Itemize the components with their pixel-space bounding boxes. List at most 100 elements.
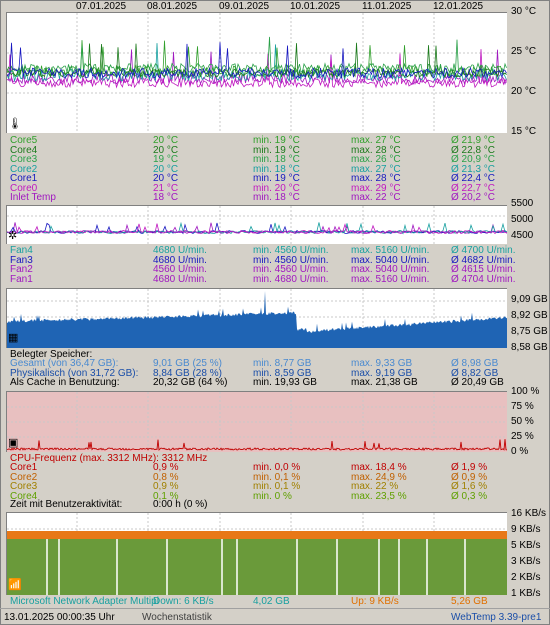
row-max: max. 29 °C	[351, 182, 401, 194]
table-row: Core0 21 °C min. 20 °C max. 29 °C Ø 22,7 °C	[10, 182, 550, 194]
temperature-graph	[6, 12, 507, 133]
table-row: Inlet Temp 18 °C min. 18 °C max. 22 °C Ø 20,…	[10, 193, 550, 203]
net-axis-label: 2 KB/s	[511, 572, 541, 583]
row-max: max. 22 °C	[351, 192, 401, 203]
row-name: Core2	[10, 163, 38, 175]
cpu-series-line	[7, 439, 507, 451]
table-row: Core4 20 °C min. 19 °C max. 28 °C Ø 22,8 °C	[10, 144, 550, 156]
table-row: Core3 0,9 % min. 0,1 % max. 22 % Ø 1,6 %	[10, 482, 550, 492]
row-min: min. 19 °C	[253, 173, 300, 184]
net-axis-label: 3 KB/s	[511, 556, 541, 567]
table-row: Core1 20 °C min. 19 °C max. 28 °C Ø 22,4 °C	[10, 174, 550, 184]
row-max: max. 28 °C	[351, 173, 401, 184]
row-cur: 4680 U/min.	[153, 273, 207, 285]
row-avg: Ø 0,9 %	[451, 471, 488, 483]
row-name: Inlet Temp	[10, 192, 56, 203]
mem-axis-label: 8,58 GB	[511, 342, 548, 353]
date-label: 07.01.2025	[76, 1, 127, 12]
fan-axis-label: 5500	[511, 198, 534, 209]
temp-axis-label: 25 °C	[511, 46, 537, 57]
fan-axis-label: 4500	[511, 230, 534, 241]
row-avg: Ø 4615 U/min.	[451, 264, 516, 275]
row-name: Gesamt (von 36,47 GB):	[10, 358, 119, 369]
cpu-plot	[7, 392, 507, 452]
row-cur: 0,8 %	[153, 471, 179, 483]
row-avg: Ø 22,7 °C	[451, 182, 496, 194]
date-label: 09.01.2025	[219, 1, 270, 12]
row-min: min. 20 °C	[253, 182, 300, 194]
row-avg: Ø 8,98 GB	[451, 358, 499, 369]
row-avg: Ø 20,2 °C	[451, 192, 496, 203]
temp-axis-label: 30 °C	[511, 6, 537, 17]
version-label: WebTemp 3.39-pre1	[451, 612, 542, 623]
row-cur: 8,84 GB (28 %)	[153, 367, 222, 379]
table-row: Core5 20 °C min. 19 °C max. 27 °C Ø 21,9 °C	[10, 136, 550, 146]
row-cur: 20,32 GB (64 %)	[153, 377, 228, 388]
activity-label: Zeit mit Benutzeraktivität:	[10, 499, 123, 510]
row-cur: 21 °C	[153, 182, 179, 194]
row-max: max. 18,4 %	[351, 462, 407, 473]
row-cur: 20 °C	[153, 144, 179, 156]
weekly-stats-link[interactable]: Wochenstatistik	[142, 612, 212, 623]
row-name: Fan2	[10, 264, 33, 275]
row-cur: 20 °C	[153, 135, 179, 146]
row-name: Core4	[10, 490, 38, 502]
row-cur: 4680 U/min.	[153, 245, 207, 256]
date-label: 10.01.2025	[290, 1, 341, 12]
date-header: 07.01.2025 08.01.2025 09.01.2025 10.01.2…	[0, 0, 550, 12]
status-datetime: 13.01.2025 00:00:35 Uhr	[4, 612, 115, 623]
temperature-series-line	[7, 49, 507, 89]
fan-series-line	[7, 222, 507, 235]
row-cur: 20 °C	[153, 163, 179, 175]
memory-area	[7, 291, 507, 348]
row-name: Core1	[10, 462, 38, 473]
temperature-series-line	[7, 42, 507, 80]
row-cur: 0,9 %	[153, 462, 179, 473]
table-row: Core3 19 °C min. 18 °C max. 26 °C Ø 20,9 °C	[10, 155, 550, 165]
cpu-axis-label: 100 %	[511, 386, 540, 397]
row-max: max. 24,9 %	[351, 471, 407, 483]
memory-title: Belegter Speicher:	[10, 349, 93, 360]
row-min: min. 4560 U/min.	[253, 245, 329, 256]
row-min: min. 4680 U/min.	[253, 273, 329, 285]
row-name: Core1	[10, 173, 38, 184]
net-axis-label: 1 KB/s	[511, 588, 541, 599]
date-label: 11.01.2025	[362, 1, 412, 12]
network-icon: 📶	[8, 579, 22, 591]
row-avg: Ø 22,4 °C	[451, 173, 496, 184]
row-name: Core4	[10, 144, 38, 156]
row-min: min. 19 °C	[253, 135, 300, 146]
row-max: max. 26 °C	[351, 154, 401, 165]
table-row: Core2 20 °C min. 18 °C max. 27 °C Ø 21,3 °C	[10, 163, 550, 175]
row-cur: 19 °C	[153, 154, 179, 165]
table-row: Als Cache in Benutzung: 20,32 GB (64 %) mi…	[10, 378, 550, 388]
fan-icon: ✲	[8, 230, 18, 242]
network-plot	[7, 513, 507, 595]
row-name: Core5	[10, 135, 38, 146]
row-avg: Ø 4704 U/min.	[451, 273, 516, 285]
mem-axis-label: 8,75 GB	[511, 326, 548, 337]
row-cur: 20 °C	[153, 173, 179, 184]
cpu-frequency: CPU-Frequenz (max. 3312 MHz): 3312 MHz	[10, 453, 208, 464]
row-min: min. 19,93 GB	[253, 377, 317, 388]
row-max: max. 5040 U/min.	[351, 254, 430, 266]
temperature-plot	[7, 13, 507, 133]
row-max: max. 27 °C	[351, 163, 401, 175]
row-name: Als Cache in Benutzung:	[10, 377, 120, 388]
row-min: min. 18 °C	[253, 192, 300, 203]
temp-axis-label: 20 °C	[511, 86, 537, 97]
row-max: max. 5040 U/min.	[351, 264, 430, 275]
fan-plot	[7, 206, 507, 244]
table-row: Fan2 4560 U/min. min. 4560 U/min. max. 5040…	[10, 265, 550, 275]
table-row: Core1 0,9 % min. 0,0 % max. 18,4 % Ø 1,9 %	[10, 463, 550, 473]
cpu-axis-label: 75 %	[511, 401, 534, 412]
row-min: min. 8,59 GB	[253, 367, 312, 379]
cpu-graph	[6, 391, 507, 452]
cpu-axis-label: 0 %	[511, 446, 529, 457]
row-max: max. 5160 U/min.	[351, 273, 430, 285]
row-cur: 4680 U/min.	[153, 254, 207, 266]
row-avg: Ø 0,3 %	[451, 490, 488, 502]
upload-area	[7, 531, 507, 539]
status-divider	[0, 608, 550, 609]
row-min: min. 8,77 GB	[253, 358, 312, 369]
